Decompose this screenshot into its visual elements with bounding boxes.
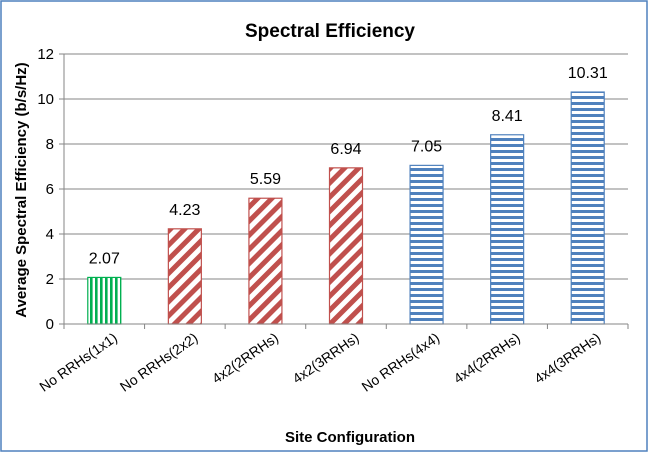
y-tick-label: 4 (46, 226, 54, 243)
y-tick-label: 8 (46, 136, 54, 153)
bar (409, 164, 444, 325)
data-label: 2.07 (89, 250, 120, 267)
bar (167, 228, 202, 325)
y-tick-label: 2 (46, 271, 54, 288)
axes (63, 54, 629, 329)
data-label: 7.05 (411, 138, 442, 155)
bar (328, 167, 364, 325)
data-label: 10.31 (568, 65, 608, 82)
data-label: 4.23 (169, 202, 200, 219)
y-tick-label: 6 (46, 181, 54, 198)
bar (87, 276, 122, 325)
y-tick-label: 0 (46, 316, 54, 333)
y-axis-title: Average Spectral Efficiency (b/s/Hz) (13, 62, 30, 317)
bar (570, 91, 605, 325)
y-tick-label: 12 (37, 46, 54, 63)
bar (490, 134, 525, 325)
y-tick-labels: 0 2 4 6 8 10 12 (37, 46, 64, 333)
data-label: 6.94 (330, 141, 361, 158)
bars (87, 91, 605, 325)
chart-title: Spectral Efficiency (245, 21, 415, 42)
bar (248, 197, 283, 325)
data-label: 8.41 (492, 108, 523, 125)
x-axis-title: Site Configuration (285, 429, 415, 446)
data-labels: 2.07 4.23 5.59 6.94 7.05 8.41 10.31 (89, 65, 608, 267)
y-tick-label: 10 (37, 91, 54, 108)
data-label: 5.59 (250, 171, 281, 188)
